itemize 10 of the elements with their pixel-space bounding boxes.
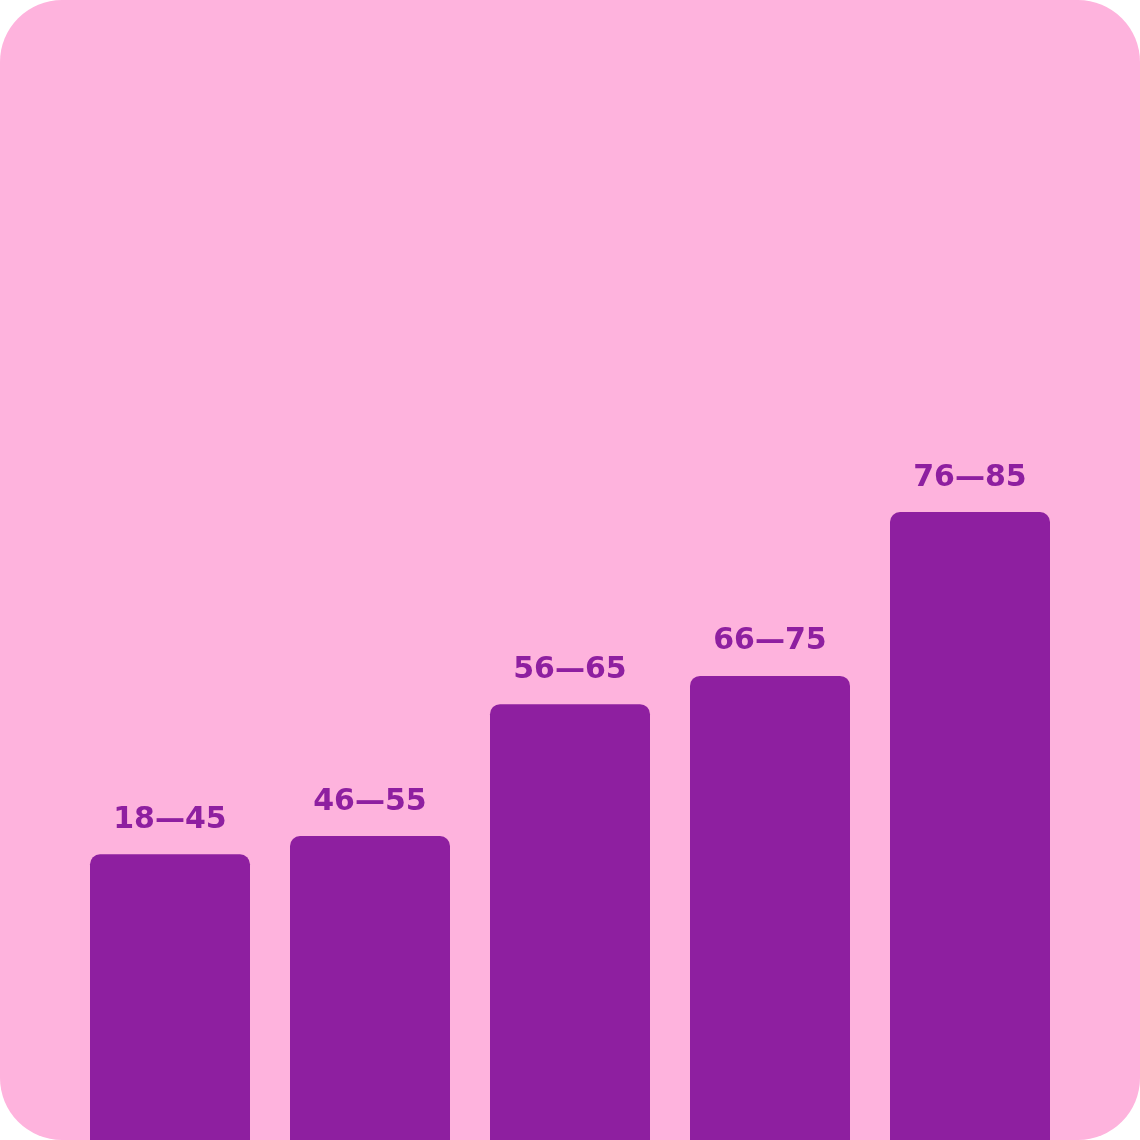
x-tick-label: 46—55	[313, 781, 427, 817]
bar	[690, 675, 850, 1140]
bar	[90, 854, 250, 1140]
bar	[290, 836, 450, 1140]
x-tick-label: 56—65	[513, 649, 627, 685]
x-tick-label: 66—75	[713, 621, 827, 657]
bar	[490, 704, 650, 1140]
x-tick-label: 76—85	[913, 457, 1027, 493]
bar	[890, 512, 1050, 1140]
x-tick-label: 18—45	[113, 799, 227, 835]
